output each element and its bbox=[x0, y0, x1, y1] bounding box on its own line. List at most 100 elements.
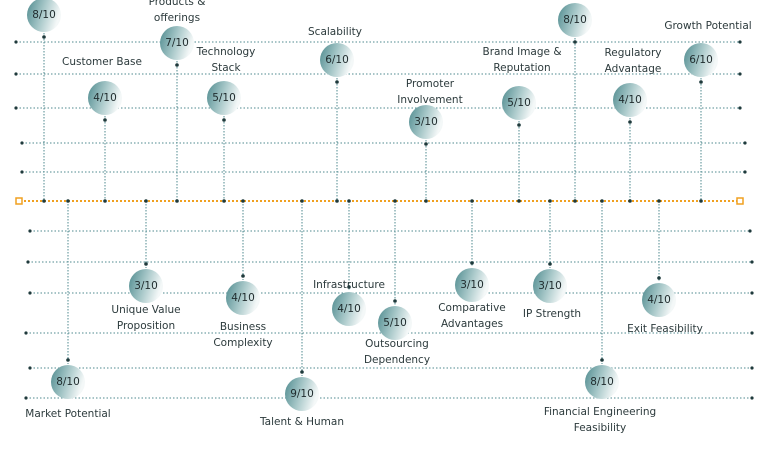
connector-dot bbox=[335, 199, 339, 203]
score: 6/10 bbox=[689, 54, 713, 66]
connector-dot bbox=[347, 199, 351, 203]
connector-dot bbox=[548, 199, 552, 203]
connector-dot bbox=[222, 199, 226, 203]
score-badge bbox=[27, 0, 61, 32]
node-label: Involvement bbox=[397, 94, 462, 106]
node-label: Promoter bbox=[406, 78, 455, 90]
node-label: Dependency bbox=[364, 354, 430, 366]
node-label: Market Potential bbox=[25, 408, 110, 420]
node-label: Growth Potential bbox=[664, 20, 751, 32]
node-label: Advantage bbox=[605, 63, 662, 75]
connector-dot bbox=[573, 199, 577, 203]
score-badge bbox=[129, 269, 163, 303]
guide-dot bbox=[20, 141, 24, 145]
score: 4/10 bbox=[93, 92, 117, 104]
score: 4/10 bbox=[231, 292, 255, 304]
connector-dot bbox=[393, 199, 397, 203]
score: 4/10 bbox=[618, 94, 642, 106]
node-label: Stack bbox=[211, 62, 241, 74]
connector-dot bbox=[66, 199, 70, 203]
connector-dot bbox=[628, 199, 632, 203]
score-badge bbox=[585, 365, 619, 399]
guide-dot bbox=[743, 170, 747, 174]
connector-dot bbox=[424, 199, 428, 203]
node-label: Financial Engineering bbox=[544, 406, 656, 418]
connector-dot bbox=[42, 199, 46, 203]
connector-dot bbox=[657, 199, 661, 203]
guide-dot bbox=[28, 366, 32, 370]
nodes: 8/10 7/10 Products & offerings 4/10 Customer … bbox=[25, 0, 752, 434]
node-label: Exit Feasibility bbox=[627, 323, 703, 335]
guide-dot bbox=[750, 331, 754, 335]
axis-end bbox=[15, 197, 23, 205]
node-label: Outsourcing bbox=[365, 338, 429, 350]
score: 4/10 bbox=[647, 294, 671, 306]
guide-dot bbox=[26, 260, 30, 264]
connector-dot bbox=[548, 262, 552, 266]
connector-dot bbox=[144, 199, 148, 203]
guide-dot bbox=[748, 229, 752, 233]
connector-dot bbox=[300, 199, 304, 203]
connector-dot bbox=[300, 370, 304, 374]
score: 8/10 bbox=[590, 376, 614, 388]
score-badge bbox=[226, 281, 260, 315]
score: 4/10 bbox=[337, 303, 361, 315]
connector-dot bbox=[222, 118, 226, 122]
node-label: Comparative bbox=[438, 302, 506, 314]
connector-dot bbox=[103, 199, 107, 203]
guide-dot bbox=[738, 72, 742, 76]
score: 7/10 bbox=[165, 37, 189, 49]
node-label: Scalability bbox=[308, 26, 362, 38]
score: 9/10 bbox=[290, 388, 314, 400]
connector-dot bbox=[347, 285, 351, 289]
score-badge bbox=[88, 81, 122, 115]
node-label: Unique Value bbox=[111, 304, 180, 316]
connector-dot bbox=[470, 199, 474, 203]
score-badge bbox=[160, 26, 194, 60]
guide-dot bbox=[28, 229, 32, 233]
node-label: Technology bbox=[196, 46, 256, 58]
node-label: Complexity bbox=[213, 337, 272, 349]
score-badge bbox=[642, 283, 676, 317]
score-badge bbox=[684, 43, 718, 77]
score: 3/10 bbox=[414, 116, 438, 128]
node-label: IP Strength bbox=[523, 308, 581, 320]
node-label: Brand Image & bbox=[482, 46, 561, 58]
score-badge bbox=[409, 105, 443, 139]
score-badge bbox=[533, 269, 567, 303]
score: 8/10 bbox=[32, 9, 56, 21]
axis-end bbox=[736, 197, 744, 205]
guide-dot bbox=[750, 396, 754, 400]
score: 5/10 bbox=[507, 97, 531, 109]
score: 6/10 bbox=[325, 54, 349, 66]
connector-dot bbox=[657, 276, 661, 280]
connector-dot bbox=[175, 63, 179, 67]
guide-dot bbox=[28, 291, 32, 295]
guide-dot bbox=[750, 260, 754, 264]
node-label: Business bbox=[220, 321, 266, 333]
guide-dot bbox=[14, 106, 18, 110]
connector-dot bbox=[424, 142, 428, 146]
score: 5/10 bbox=[212, 92, 236, 104]
score: 3/10 bbox=[460, 279, 484, 291]
connector-dot bbox=[699, 199, 703, 203]
score: 3/10 bbox=[538, 280, 562, 292]
node-label: Reputation bbox=[493, 62, 550, 74]
connector-dot bbox=[517, 199, 521, 203]
connector-dot bbox=[144, 262, 148, 266]
score: 8/10 bbox=[56, 376, 80, 388]
connector-dot bbox=[600, 199, 604, 203]
guide-dot bbox=[20, 170, 24, 174]
node-label: Feasibility bbox=[574, 422, 627, 434]
connector-dot bbox=[103, 118, 107, 122]
connector-dot bbox=[42, 35, 46, 39]
score: 8/10 bbox=[563, 14, 587, 26]
connector-dot bbox=[628, 120, 632, 124]
guide-dot bbox=[738, 40, 742, 44]
score-badge bbox=[285, 377, 319, 411]
node-label: Infrastructure bbox=[313, 279, 385, 291]
connector-dot bbox=[600, 358, 604, 362]
guide-dot bbox=[24, 331, 28, 335]
connector-dot bbox=[393, 299, 397, 303]
